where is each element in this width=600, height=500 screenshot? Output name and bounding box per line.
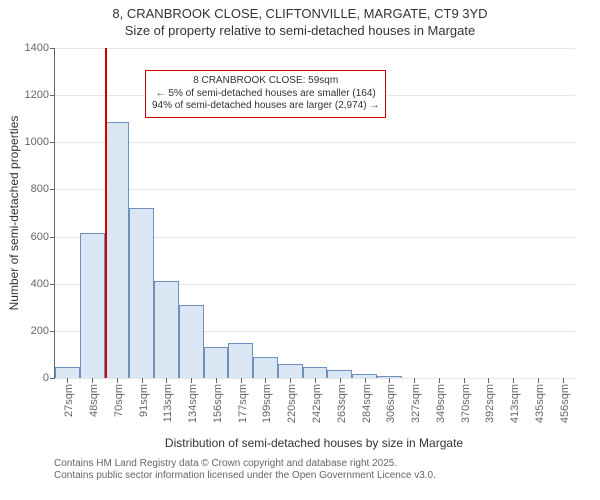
x-tick-label: 456sqm: [559, 384, 571, 423]
gridline: [55, 142, 575, 143]
histogram-bar: [129, 208, 154, 378]
attribution-line-2: Contains public sector information licen…: [54, 470, 436, 483]
x-tick-label: 370sqm: [460, 384, 472, 423]
histogram-bar: [303, 367, 328, 378]
y-axis-label: Number of semi-detached properties: [7, 116, 21, 311]
x-tick-label: 70sqm: [113, 384, 125, 417]
x-tick-label: 177sqm: [237, 384, 249, 423]
histogram-bar: [179, 305, 204, 378]
histogram-bar: [204, 347, 229, 378]
histogram-bar: [80, 233, 105, 378]
x-tick-label: 349sqm: [435, 384, 447, 423]
y-tick-label: 0: [43, 372, 55, 384]
histogram-bar: [228, 343, 253, 378]
reference-line: [105, 48, 107, 378]
x-tick-label: 242sqm: [311, 384, 323, 423]
histogram-bar: [278, 364, 303, 378]
x-tick-label: 263sqm: [336, 384, 348, 423]
x-tick-label: 392sqm: [484, 384, 496, 423]
x-tick-label: 156sqm: [212, 384, 224, 423]
x-tick-label: 27sqm: [63, 384, 75, 417]
histogram-bar: [55, 367, 80, 378]
attribution-line-1: Contains HM Land Registry data © Crown c…: [54, 458, 397, 471]
x-tick-label: 113sqm: [162, 384, 174, 422]
y-tick-label: 800: [31, 183, 55, 195]
y-tick-label: 1000: [25, 136, 55, 148]
x-tick-label: 48sqm: [88, 384, 100, 417]
x-tick-label: 435sqm: [534, 384, 546, 423]
plot-area: 8 CRANBROOK CLOSE: 59sqm← 5% of semi-det…: [54, 48, 575, 379]
y-tick-label: 200: [31, 325, 55, 337]
chart-title-line2: Size of property relative to semi-detach…: [0, 23, 600, 38]
gridline: [55, 48, 575, 49]
annotation-line: ← 5% of semi-detached houses are smaller…: [152, 88, 379, 101]
annotation-line: 94% of semi-detached houses are larger (…: [152, 100, 379, 113]
x-tick-label: 134sqm: [187, 384, 199, 423]
annotation-box: 8 CRANBROOK CLOSE: 59sqm← 5% of semi-det…: [145, 70, 386, 118]
y-tick-label: 600: [31, 231, 55, 243]
gridline: [55, 189, 575, 190]
histogram-bar: [154, 281, 179, 378]
y-tick-label: 1400: [25, 42, 55, 54]
x-tick-label: 284sqm: [361, 384, 373, 423]
histogram-bar: [253, 357, 278, 378]
x-axis-label: Distribution of semi-detached houses by …: [54, 436, 574, 450]
histogram-bar: [327, 370, 352, 378]
chart-title-line1: 8, CRANBROOK CLOSE, CLIFTONVILLE, MARGAT…: [0, 6, 600, 21]
y-tick-label: 400: [31, 278, 55, 290]
histogram-bar: [105, 122, 130, 378]
x-tick-label: 220sqm: [286, 384, 298, 423]
x-tick-label: 91sqm: [138, 384, 150, 417]
x-tick-label: 327sqm: [410, 384, 422, 423]
annotation-line: 8 CRANBROOK CLOSE: 59sqm: [152, 75, 379, 88]
x-tick-label: 413sqm: [509, 384, 521, 423]
y-tick-label: 1200: [25, 89, 55, 101]
x-tick-label: 199sqm: [261, 384, 273, 423]
x-tick-label: 306sqm: [385, 384, 397, 423]
chart-root: 8, CRANBROOK CLOSE, CLIFTONVILLE, MARGAT…: [0, 0, 600, 500]
